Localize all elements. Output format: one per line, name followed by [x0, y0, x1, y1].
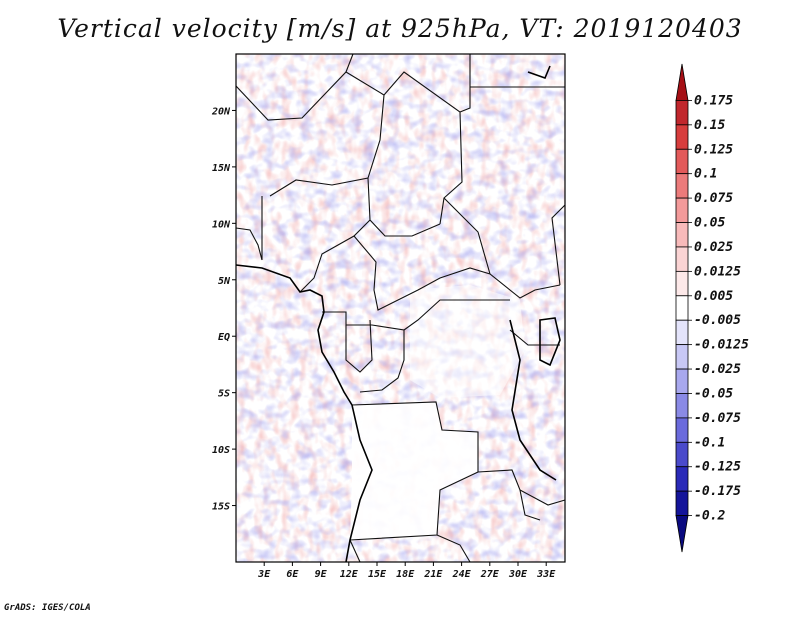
lon-tick-label: 9E: [315, 569, 328, 580]
lat-tick-label: 20N: [211, 106, 231, 117]
lat-tick-label: 10N: [212, 219, 231, 230]
chart-title: Vertical velocity [m/s] at 925hPa, VT: 2…: [57, 14, 743, 43]
colorbar-label: 0.005: [694, 289, 733, 304]
latitude-axis: 20N 15N 10N 5N EQ 5S 10S 15S: [211, 106, 236, 513]
colorbar-label: 0.175: [694, 93, 733, 108]
footer-credit: GrADS: IGES/COLA: [4, 603, 91, 613]
colorbar-label: -0.175: [694, 484, 741, 499]
colorbar-segment: [675, 124, 689, 150]
lat-tick-label: 10S: [212, 445, 230, 456]
coastline: [235, 65, 561, 563]
colorbar: 0.175 0.15 0.125 0.1 0.075 0.05 0.025 0.0125 0.0…: [675, 63, 749, 553]
lon-tick-label: 27E: [480, 569, 500, 580]
colorbar-label: -0.125: [694, 460, 741, 475]
colorbar-segment: [675, 417, 689, 443]
colorbar-segment: [675, 344, 689, 370]
map-frame: [235, 53, 566, 563]
country-borders: [235, 53, 566, 563]
colorbar-segment: [675, 270, 689, 297]
colorbar-label: -0.005: [694, 313, 741, 328]
lat-tick-label: 5N: [218, 276, 231, 287]
lon-tick-label: 21E: [423, 569, 443, 580]
velocity-field: [236, 54, 565, 562]
colorbar-segment: [675, 393, 689, 419]
colorbar-label: 0.025: [694, 240, 733, 255]
colorbar-segment: [675, 173, 689, 199]
lat-tick-label: 15N: [212, 163, 231, 174]
colorbar-segment: [675, 441, 689, 468]
colorbar-label: -0.1: [694, 435, 725, 450]
colorbar-segment: [675, 100, 689, 126]
colorbar-label: 0.05: [694, 216, 725, 231]
lon-tick-label: 18E: [396, 569, 415, 580]
colorbar-segment: [675, 197, 689, 223]
colorbar-label: -0.2: [694, 509, 725, 524]
lon-tick-label: 3E: [257, 569, 271, 580]
colorbar-label: -0.075: [694, 411, 741, 426]
lat-tick-label: 5S: [218, 389, 230, 400]
colorbar-segment: [675, 295, 689, 321]
colorbar-segment: [675, 246, 689, 272]
colorbar-label: 0.15: [694, 118, 725, 133]
colorbar-segment: [675, 466, 689, 492]
colorbar-label: -0.025: [694, 362, 741, 377]
colorbar-segment: [675, 368, 689, 394]
colorbar-bottom-arrow: [675, 515, 689, 553]
lon-tick-label: 15E: [368, 569, 387, 580]
colorbar-segment: [675, 148, 689, 175]
colorbar-top-arrow: [675, 63, 689, 101]
lon-tick-label: 6E: [286, 569, 299, 580]
colorbar-label: 0.0125: [694, 264, 741, 279]
lon-tick-label: 12E: [340, 569, 359, 580]
colorbar-segment: [675, 319, 689, 346]
colorbar-label: 0.1: [694, 167, 717, 182]
colorbar-segment: [675, 490, 689, 516]
colorbar-label: 0.075: [694, 191, 733, 206]
colorbar-segment: [675, 222, 689, 248]
lat-tick-label: EQ: [218, 332, 230, 343]
colorbar-label: -0.0125: [694, 338, 749, 353]
colorbar-label: 0.125: [694, 142, 733, 157]
colorbar-label: -0.05: [694, 386, 733, 401]
lat-tick-label: 15S: [212, 502, 230, 513]
lon-tick-label: 30E: [508, 569, 528, 580]
longitude-axis: 3E 6E 9E 12E 15E 18E 21E 24E 27E 30E 33E: [257, 562, 556, 580]
lon-tick-label: 24E: [452, 569, 472, 580]
lon-tick-label: 33E: [536, 569, 556, 580]
